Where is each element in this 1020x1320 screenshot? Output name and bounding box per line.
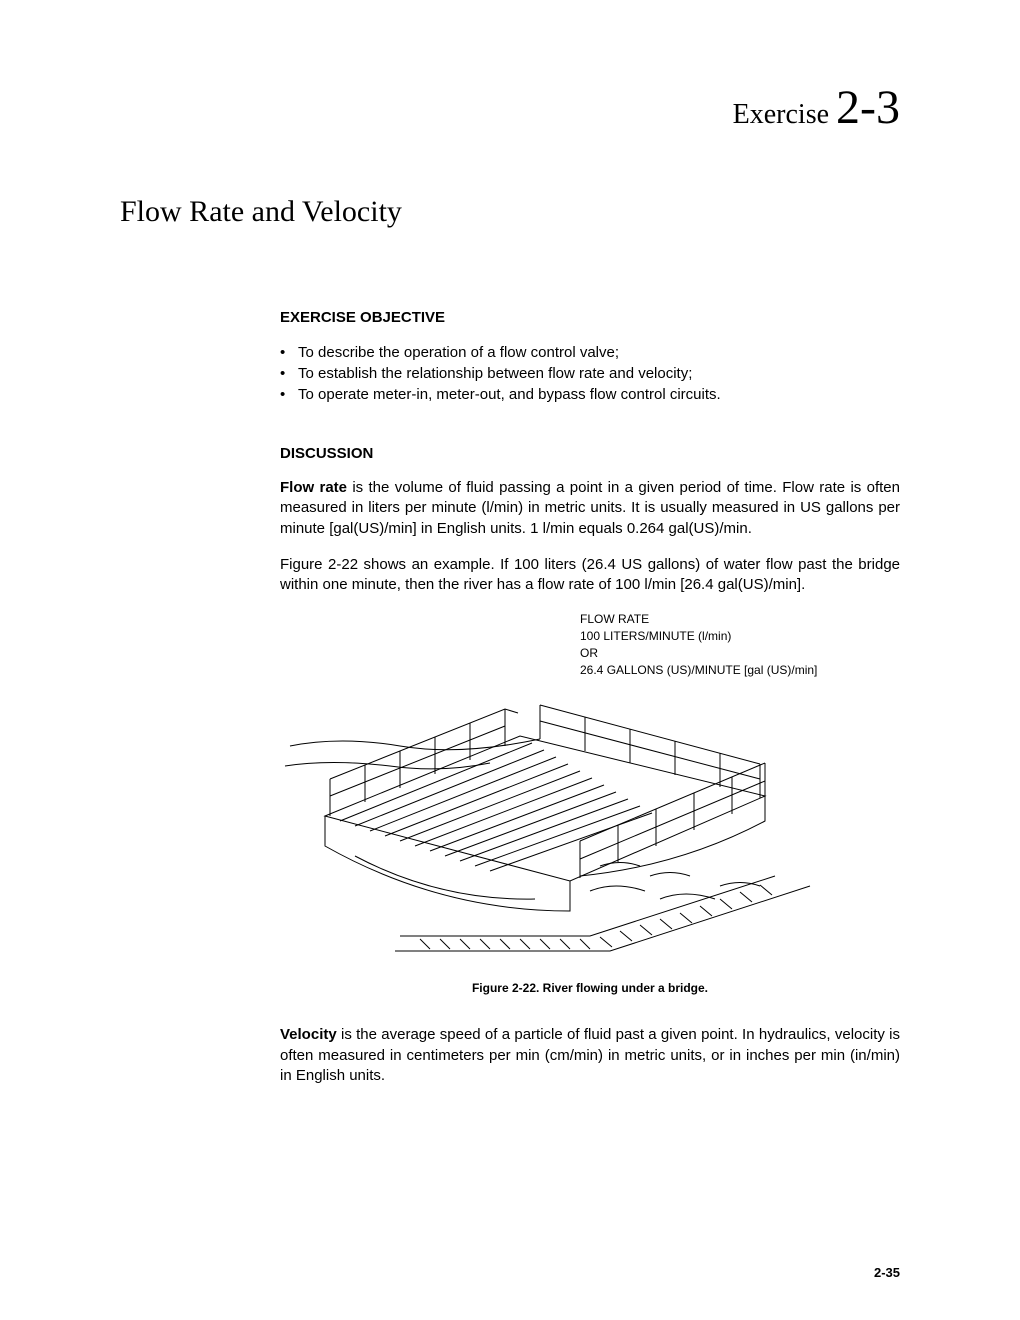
figure-label-1: FLOW RATE — [580, 611, 817, 628]
objective-item: To describe the operation of a flow cont… — [280, 342, 900, 363]
page-title: Flow Rate and Velocity — [120, 195, 900, 229]
page-number: 2-35 — [874, 1265, 900, 1280]
exercise-number: 2-3 — [836, 81, 900, 134]
exercise-label: Exercise 2-3 — [120, 80, 900, 135]
content-area: EXERCISE OBJECTIVE To describe the opera… — [280, 309, 900, 1086]
discussion-heading: DISCUSSION — [280, 445, 900, 462]
flow-rate-term: Flow rate — [280, 479, 347, 496]
figure-label-2: 100 LITERS/MINUTE (l/min) — [580, 628, 817, 645]
para1-rest: is the volume of fluid passing a point i… — [280, 479, 900, 537]
objective-item: To operate meter-in, meter-out, and bypa… — [280, 384, 900, 405]
figure-container: FLOW RATE 100 LITERS/MINUTE (l/min) OR 2… — [280, 611, 900, 971]
bridge-illustration — [280, 651, 840, 971]
objective-list: To describe the operation of a flow cont… — [280, 342, 900, 405]
discussion-para-1: Flow rate is the volume of fluid passing… — [280, 478, 900, 539]
discussion-para-2: Figure 2-22 shows an example. If 100 lit… — [280, 555, 900, 596]
objective-item: To establish the relationship between fl… — [280, 363, 900, 384]
velocity-term: Velocity — [280, 1026, 337, 1043]
exercise-word: Exercise — [733, 99, 829, 130]
para3-rest: is the average speed of a particle of fl… — [280, 1026, 900, 1084]
objective-heading: EXERCISE OBJECTIVE — [280, 309, 900, 326]
figure-caption: Figure 2-22. River flowing under a bridg… — [280, 981, 900, 995]
discussion-para-3: Velocity is the average speed of a parti… — [280, 1025, 900, 1086]
